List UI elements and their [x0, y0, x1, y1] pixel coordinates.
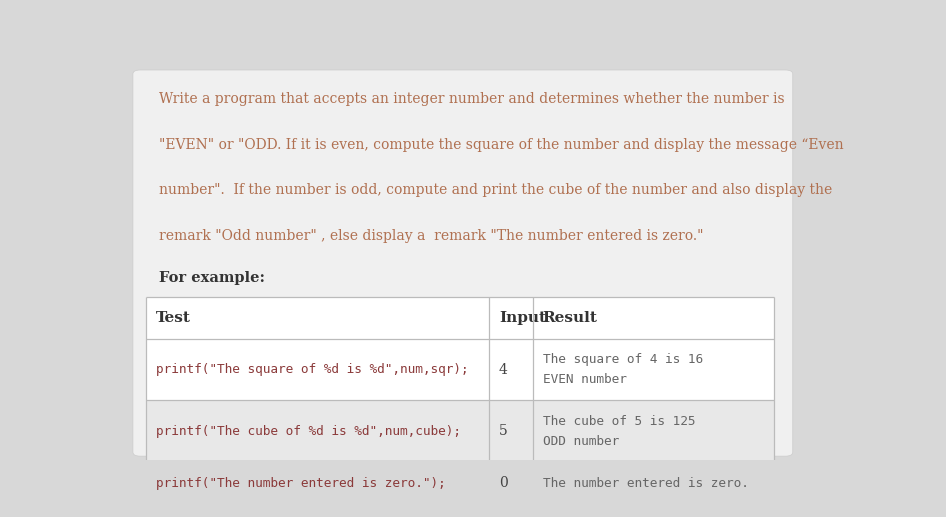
Text: The square of 4 is 16: The square of 4 is 16 — [543, 353, 703, 366]
Text: EVEN number: EVEN number — [543, 373, 626, 386]
Text: 4: 4 — [499, 362, 508, 376]
Text: 5: 5 — [499, 424, 508, 438]
Text: printf("The square of %d is %d",num,sqr);: printf("The square of %d is %d",num,sqr)… — [156, 363, 469, 376]
Text: Test: Test — [156, 311, 191, 325]
Text: printf("The cube of %d is %d",num,cube);: printf("The cube of %d is %d",num,cube); — [156, 425, 462, 438]
Text: number".  If the number is odd, compute and print the cube of the number and als: number". If the number is odd, compute a… — [159, 184, 832, 197]
Text: The cube of 5 is 125: The cube of 5 is 125 — [543, 415, 695, 428]
Text: Result: Result — [543, 311, 598, 325]
Text: 0: 0 — [499, 476, 508, 490]
Text: The number entered is zero.: The number entered is zero. — [543, 477, 748, 490]
Bar — [146, 339, 775, 400]
Text: For example:: For example: — [159, 271, 265, 285]
Bar — [146, 462, 775, 504]
FancyBboxPatch shape — [132, 70, 793, 456]
Text: Input: Input — [499, 311, 546, 325]
Text: printf("The number entered is zero.");: printf("The number entered is zero."); — [156, 477, 447, 490]
Text: "EVEN" or "ODD. If it is even, compute the square of the number and display the : "EVEN" or "ODD. If it is even, compute t… — [159, 138, 843, 151]
Text: remark "Odd number" , else display a  remark "The number entered is zero.": remark "Odd number" , else display a rem… — [159, 229, 703, 243]
Text: Write a program that accepts an integer number and determines whether the number: Write a program that accepts an integer … — [159, 92, 784, 106]
Bar — [146, 400, 775, 462]
Text: ODD number: ODD number — [543, 435, 619, 448]
Bar — [146, 297, 775, 339]
